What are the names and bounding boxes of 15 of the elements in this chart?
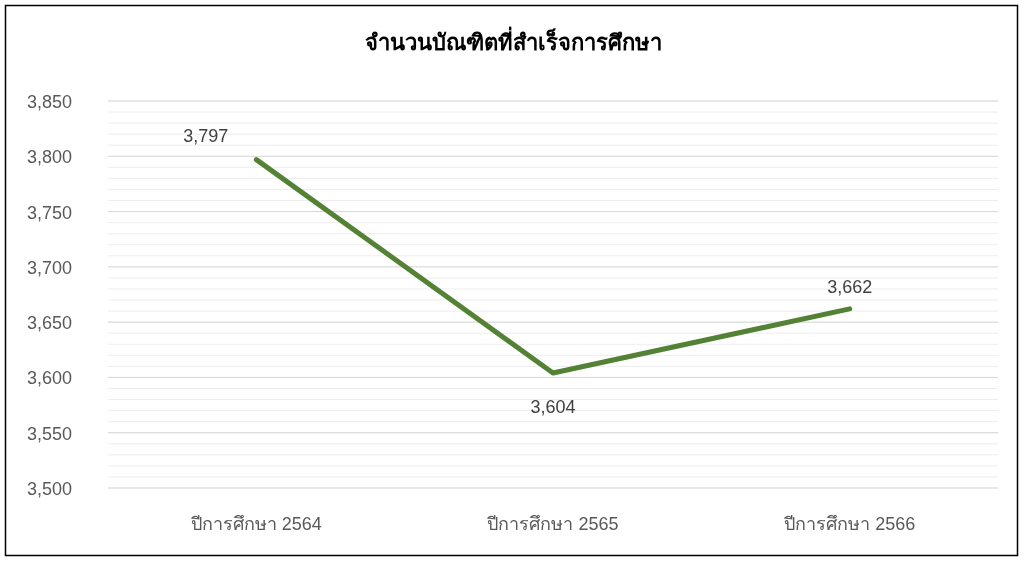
- y-tick-label: 3,750: [26, 202, 72, 223]
- x-tick-label: ปีการศึกษา 2566: [784, 514, 916, 534]
- data-label: 3,662: [827, 276, 873, 297]
- y-tick-label: 3,650: [26, 313, 72, 334]
- data-label: 3,604: [530, 397, 576, 418]
- y-tick-label: 3,850: [26, 92, 72, 112]
- x-tick-label: ปีการศึกษา 2565: [487, 514, 619, 534]
- y-tick-label: 3,700: [26, 257, 72, 278]
- y-tick-label: 3,600: [26, 368, 72, 389]
- data-label: 3,797: [183, 125, 229, 146]
- y-tick-label: 3,550: [26, 423, 72, 444]
- x-tick-label: ปีการศึกษา 2564: [190, 514, 322, 534]
- y-tick-label: 3,800: [26, 147, 72, 168]
- chart-title: จำนวนบัณฑิตที่สำเร็จการศึกษา: [364, 26, 662, 55]
- y-tick-label: 3,500: [26, 479, 72, 499]
